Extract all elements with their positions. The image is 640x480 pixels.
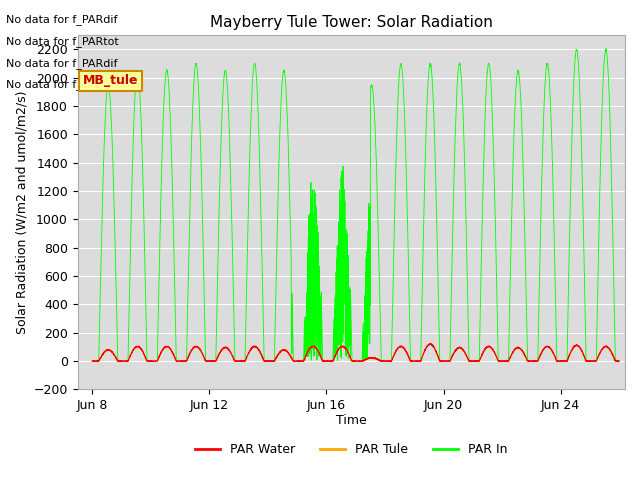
Text: No data for f_PARtot: No data for f_PARtot [6,79,119,90]
Title: Mayberry Tule Tower: Solar Radiation: Mayberry Tule Tower: Solar Radiation [210,15,493,30]
Legend: PAR Water, PAR Tule, PAR In: PAR Water, PAR Tule, PAR In [190,438,513,461]
X-axis label: Time: Time [336,414,367,427]
Text: MB_tule: MB_tule [83,74,139,87]
Text: No data for f_PARtot: No data for f_PARtot [6,36,119,47]
Text: No data for f_PARdif: No data for f_PARdif [6,58,118,69]
Y-axis label: Solar Radiation (W/m2 and umol/m2/s): Solar Radiation (W/m2 and umol/m2/s) [15,91,28,334]
Text: No data for f_PARdif: No data for f_PARdif [6,14,118,25]
